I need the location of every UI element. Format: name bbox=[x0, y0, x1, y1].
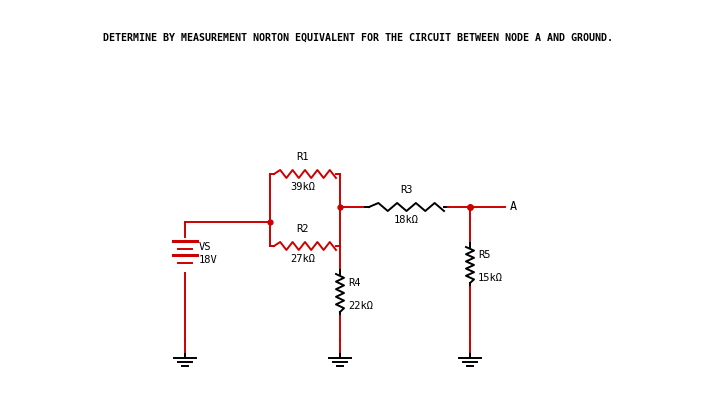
Text: 15kΩ: 15kΩ bbox=[478, 273, 503, 283]
Text: 18V: 18V bbox=[199, 255, 218, 265]
Text: R4: R4 bbox=[348, 278, 361, 288]
Text: R1: R1 bbox=[297, 152, 309, 162]
Text: 39kΩ: 39kΩ bbox=[290, 182, 315, 192]
Text: 27kΩ: 27kΩ bbox=[290, 254, 315, 264]
Text: R5: R5 bbox=[478, 250, 490, 260]
Text: 22kΩ: 22kΩ bbox=[348, 301, 373, 311]
Text: R2: R2 bbox=[297, 224, 309, 234]
Text: VS: VS bbox=[199, 242, 212, 252]
Text: A: A bbox=[510, 200, 517, 213]
Text: R3: R3 bbox=[400, 185, 413, 195]
Text: DETERMINE BY MEASUREMENT NORTON EQUIVALENT FOR THE CIRCUIT BETWEEN NODE A AND GR: DETERMINE BY MEASUREMENT NORTON EQUIVALE… bbox=[103, 33, 613, 43]
Text: 18kΩ: 18kΩ bbox=[394, 215, 419, 225]
